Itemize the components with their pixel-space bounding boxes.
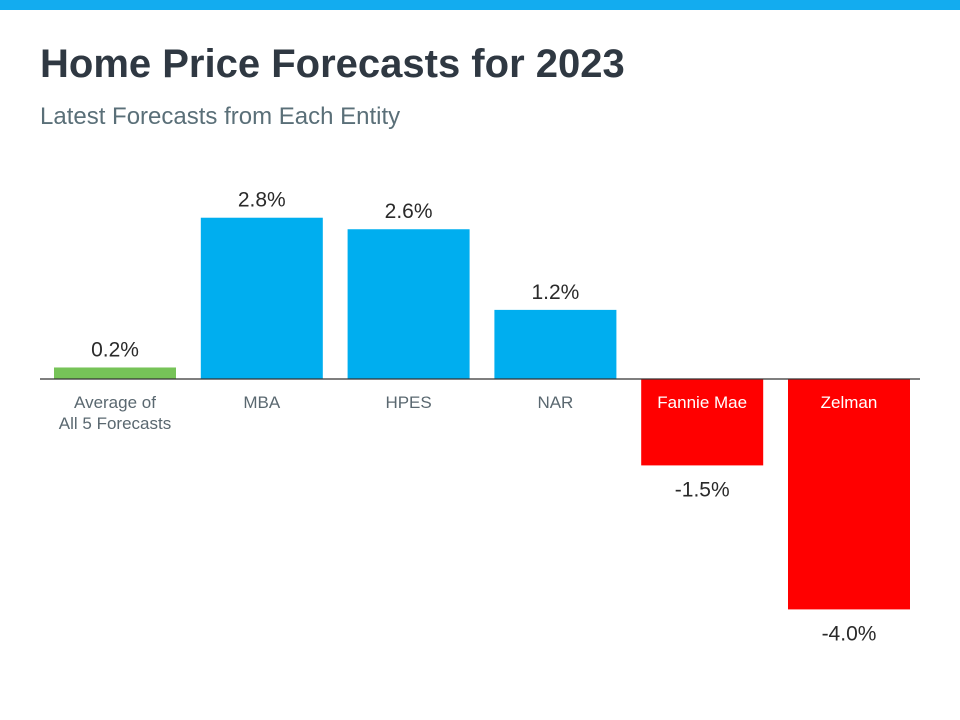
bar-1	[200, 217, 323, 379]
chart-title: Home Price Forecasts for 2023	[40, 42, 625, 86]
category-label: MBA	[243, 393, 281, 412]
top-accent-bar	[0, 0, 960, 10]
bar-4	[641, 379, 764, 466]
data-label: -1.5%	[675, 478, 730, 501]
bar-2	[347, 229, 470, 379]
bar-3	[494, 309, 617, 379]
bar-0	[54, 367, 176, 379]
data-label: -4.0%	[822, 622, 877, 645]
chart-subtitle: Latest Forecasts from Each Entity	[40, 103, 401, 130]
data-label: 0.2%	[91, 338, 139, 361]
category-label: Average of	[74, 393, 156, 412]
bar-5	[788, 379, 910, 610]
category-label: All 5 Forecasts	[59, 414, 171, 433]
category-label: NAR	[537, 393, 573, 412]
data-label: 1.2%	[531, 281, 579, 304]
category-label: Fannie Mae	[657, 393, 747, 412]
data-label: 2.6%	[385, 200, 433, 223]
data-label: 2.8%	[238, 189, 286, 212]
category-label: HPES	[385, 393, 431, 412]
category-label: Zelman	[821, 393, 878, 412]
